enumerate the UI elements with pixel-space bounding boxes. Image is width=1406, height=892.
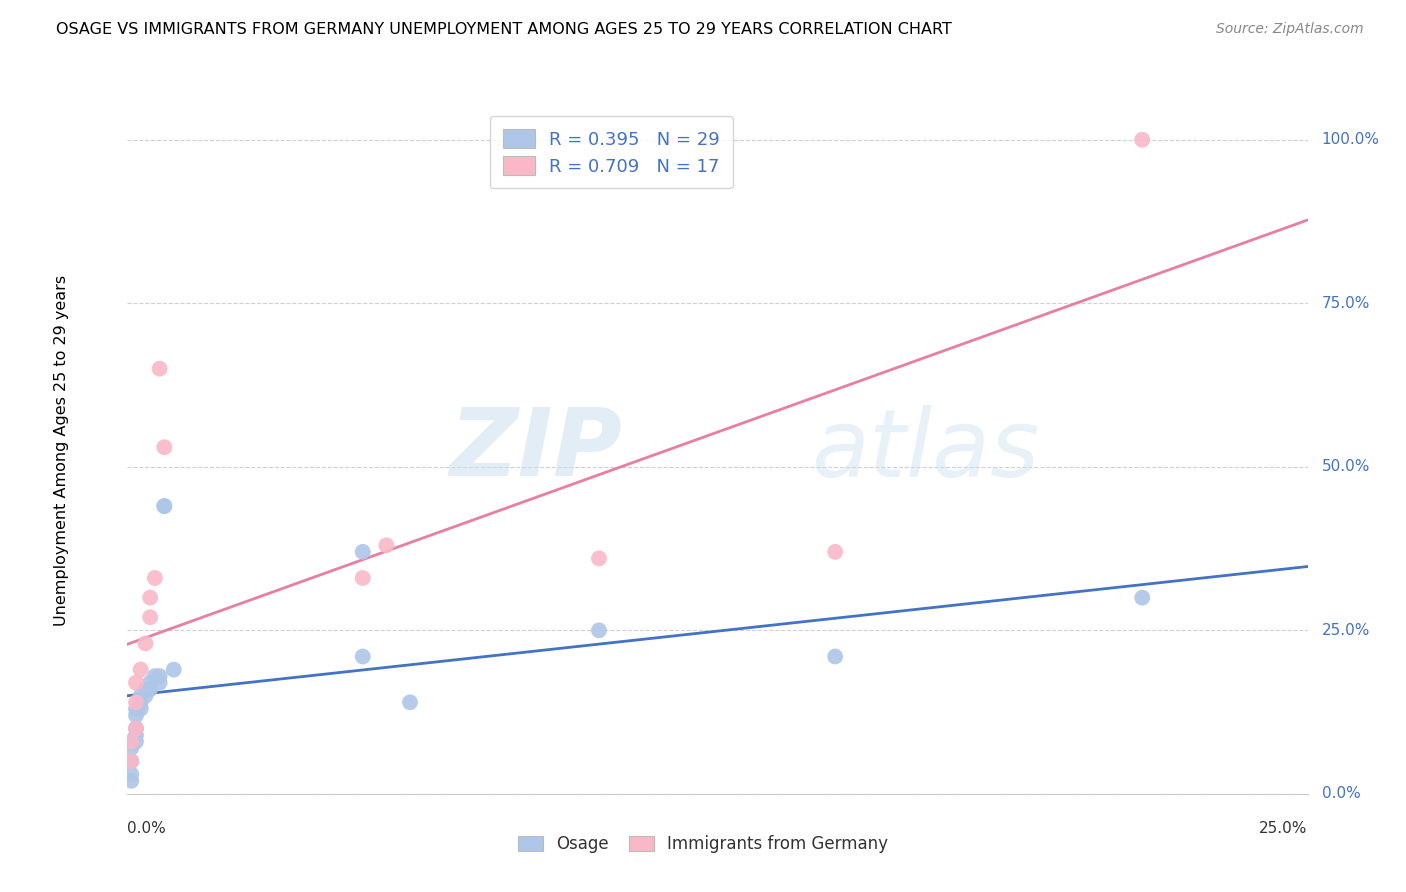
Point (352, 649, 374, 664)
Point (125, 702, 148, 716)
Point (125, 728, 148, 742)
Point (588, 551, 610, 566)
Text: 75.0%: 75.0% (1322, 296, 1369, 310)
Point (139, 675, 162, 690)
Point (134, 689, 156, 703)
Point (1130, 591, 1153, 605)
Text: 25.0%: 25.0% (1260, 822, 1308, 837)
Point (125, 722, 148, 736)
Point (134, 636, 156, 650)
Point (125, 695, 148, 709)
Point (163, 663, 186, 677)
Point (125, 675, 148, 690)
Legend: Osage, Immigrants from Germany: Osage, Immigrants from Germany (509, 827, 897, 862)
Point (139, 591, 162, 605)
Point (399, 695, 422, 709)
Text: 0.0%: 0.0% (127, 822, 166, 837)
Point (125, 722, 148, 736)
Legend: R = 0.395   N = 29, R = 0.709   N = 17: R = 0.395 N = 29, R = 0.709 N = 17 (489, 116, 733, 188)
Text: ZIP: ZIP (450, 404, 623, 497)
Point (149, 361, 172, 376)
Text: 50.0%: 50.0% (1322, 459, 1369, 475)
Text: 100.0%: 100.0% (1322, 132, 1379, 147)
Text: 25.0%: 25.0% (1322, 623, 1369, 638)
Point (352, 571, 374, 585)
Point (143, 669, 166, 683)
Text: OSAGE VS IMMIGRANTS FROM GERMANY UNEMPLOYMENT AMONG AGES 25 TO 29 YEARS CORRELAT: OSAGE VS IMMIGRANTS FROM GERMANY UNEMPLO… (56, 22, 952, 37)
Point (1130, 133, 1153, 147)
Point (149, 669, 172, 683)
Point (120, 734, 142, 748)
Point (129, 702, 152, 716)
Point (824, 545, 846, 559)
Point (143, 571, 166, 585)
Point (120, 754, 142, 768)
Point (129, 663, 152, 677)
Point (129, 695, 152, 709)
Text: 0.0%: 0.0% (1322, 787, 1361, 801)
Point (352, 545, 374, 559)
Point (139, 610, 162, 624)
Point (824, 649, 846, 664)
Point (375, 538, 398, 552)
Point (120, 754, 142, 768)
Point (139, 682, 162, 697)
Point (153, 440, 176, 454)
Point (125, 708, 148, 723)
Text: atlas: atlas (811, 405, 1040, 496)
Point (153, 499, 176, 513)
Point (129, 689, 152, 703)
Text: Source: ZipAtlas.com: Source: ZipAtlas.com (1216, 22, 1364, 37)
Point (153, 499, 176, 513)
Point (120, 773, 142, 788)
Point (588, 624, 610, 638)
Text: Unemployment Among Ages 25 to 29 years: Unemployment Among Ages 25 to 29 years (53, 275, 69, 626)
Point (120, 734, 142, 748)
Point (134, 682, 156, 697)
Point (120, 741, 142, 756)
Point (125, 734, 148, 748)
Point (149, 675, 172, 690)
Point (120, 767, 142, 781)
